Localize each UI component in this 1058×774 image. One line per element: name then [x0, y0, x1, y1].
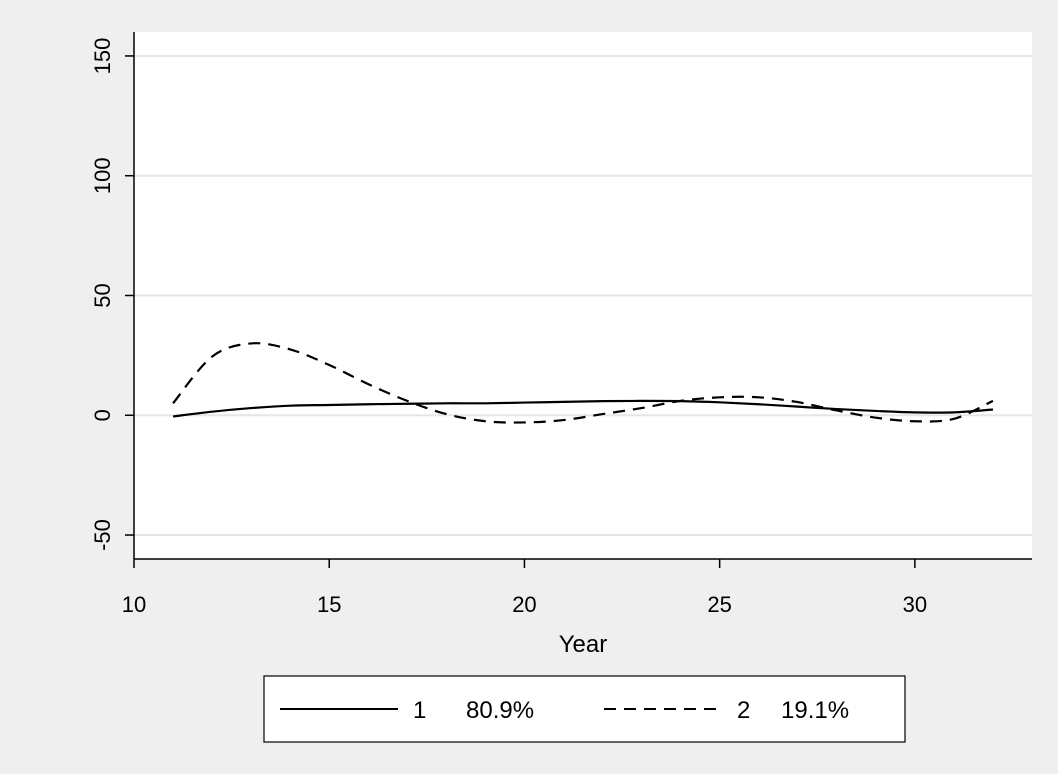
legend-share-series-2: 19.1%	[781, 697, 849, 724]
y-tick-label: -50	[90, 519, 115, 551]
y-tick-label: 50	[90, 283, 115, 307]
x-tick-label: 30	[903, 592, 927, 617]
x-tick-label: 25	[707, 592, 731, 617]
series-line-1	[172, 399, 994, 418]
series-lines	[172, 342, 994, 424]
y-tick-label: 150	[90, 38, 115, 75]
legend-label-series-1: 1	[413, 697, 426, 724]
x-tick-label: 15	[317, 592, 341, 617]
x-axis-ticks: 10 15 20 25 30	[122, 559, 927, 617]
x-axis-title: Year	[559, 631, 608, 658]
x-tick-label: 10	[122, 592, 146, 617]
y-axis-ticks: -50 0 50 100 150	[90, 38, 134, 551]
y-tick-label: 0	[90, 409, 115, 421]
series-line-2	[172, 342, 994, 424]
legend-share-series-1: 80.9%	[466, 697, 534, 724]
legend-label-series-2: 2	[737, 697, 750, 724]
legend: 1 80.9% 2 19.1%	[263, 675, 906, 743]
x-tick-label: 20	[512, 592, 536, 617]
y-tick-label: 100	[90, 157, 115, 194]
grid-lines	[134, 54, 1032, 537]
